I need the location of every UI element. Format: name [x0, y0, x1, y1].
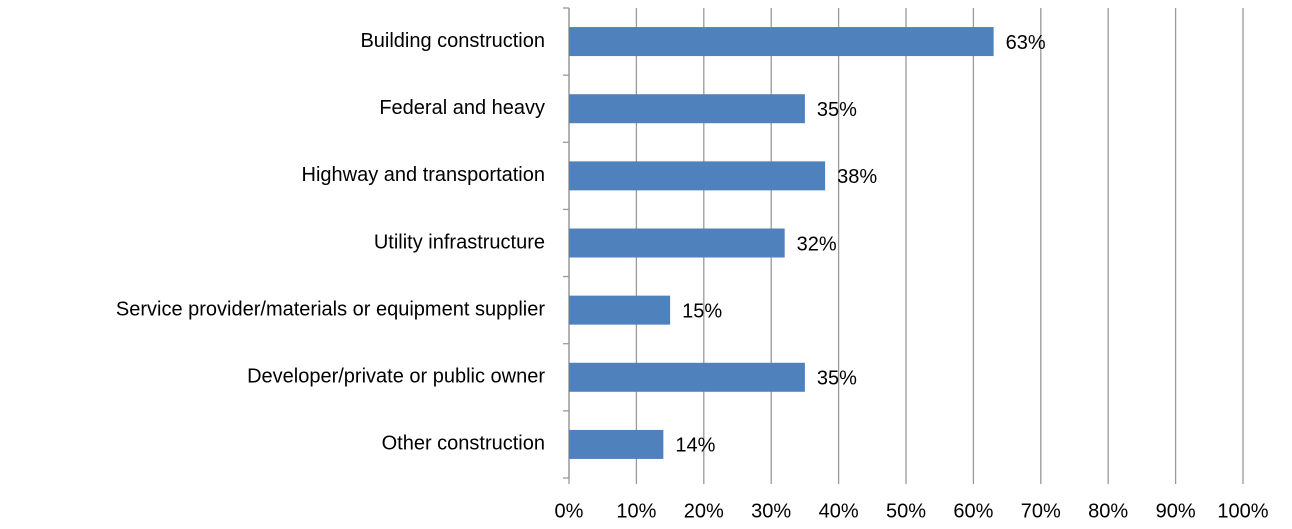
bar [569, 94, 805, 124]
bar [569, 429, 664, 459]
y-tick-label: Federal and heavy [379, 97, 545, 119]
value-label: 35% [817, 99, 857, 121]
value-label: 63% [1006, 32, 1046, 54]
x-tick-label: 50% [886, 500, 926, 522]
y-tick-label: Utility infrastructure [374, 231, 545, 253]
bar [569, 161, 826, 191]
x-tick-label: 30% [751, 500, 791, 522]
value-label: 32% [797, 233, 837, 255]
y-tick-label: Highway and transportation [302, 164, 545, 186]
bar [569, 27, 994, 57]
x-tick-label: 10% [616, 500, 656, 522]
x-tick-label: 100% [1217, 500, 1268, 522]
bar [569, 228, 785, 258]
value-label: 35% [817, 368, 857, 390]
value-label: 38% [837, 166, 877, 188]
y-tick-label: Other construction [382, 433, 545, 455]
x-tick-label: 90% [1156, 500, 1196, 522]
bar [569, 362, 805, 392]
x-tick-label: 0% [555, 500, 584, 522]
y-tick-label: Building construction [360, 30, 545, 52]
x-tick-label: 70% [1021, 500, 1061, 522]
bar [569, 295, 671, 325]
x-tick-label: 80% [1088, 500, 1128, 522]
y-tick-label: Developer/private or public owner [247, 366, 545, 388]
y-tick-label: Service provider/materials or equipment … [116, 298, 545, 320]
x-tick-label: 60% [953, 500, 993, 522]
x-tick-label: 40% [819, 500, 859, 522]
x-tick-label: 20% [684, 500, 724, 522]
value-label: 14% [675, 435, 715, 457]
value-label: 15% [682, 300, 722, 322]
